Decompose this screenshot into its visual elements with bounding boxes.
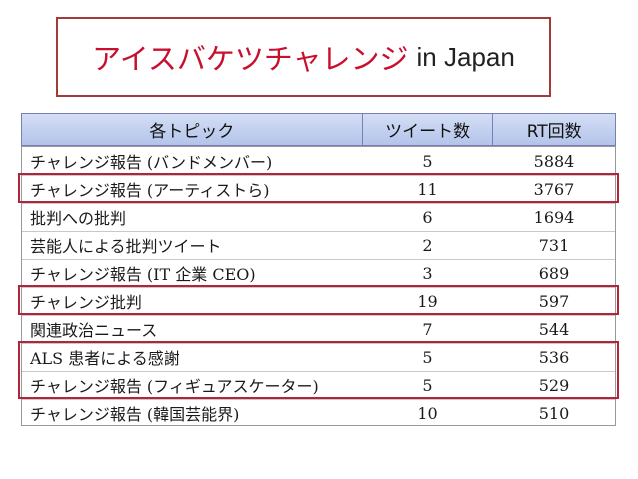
header-rt: RT回数 (492, 114, 615, 145)
cell-tweets: 7 (422, 319, 433, 339)
cell-rt: 1694 (533, 207, 575, 227)
cell-tweets: 3 (422, 263, 433, 283)
cell-rt: 529 (538, 375, 570, 395)
cell-topic: ALS 患者による感謝 (30, 349, 180, 368)
table-row: チャレンジ報告 (アーティストら) 11 3767 (22, 175, 615, 204)
header-tweets: ツイート数 (361, 114, 493, 145)
cell-rt: 689 (538, 263, 570, 283)
cell-topic: 批判への批判 (30, 209, 127, 228)
cell-tweets: 5 (422, 375, 433, 395)
table-row: チャレンジ報告 (IT 企業 CEO) 3 689 (22, 259, 615, 288)
cell-rt: 3767 (533, 179, 575, 199)
cell-topic: チャレンジ報告 (韓国芸能界) (30, 405, 240, 424)
table-row: 批判への批判 6 1694 (22, 203, 615, 232)
cell-tweets: 5 (422, 347, 433, 367)
cell-rt: 536 (538, 347, 570, 367)
table-row: 芸能人による批判ツイート 2 731 (22, 231, 615, 260)
cell-tweets: 19 (417, 291, 438, 311)
cell-tweets: 11 (417, 179, 438, 199)
cell-topic: チャレンジ報告 (IT 企業 CEO) (30, 265, 256, 284)
cell-rt: 510 (538, 403, 570, 423)
table-row: チャレンジ批判 19 597 (22, 287, 615, 316)
table-header: 各トピック ツイート数 RT回数 (21, 113, 616, 146)
title-box: アイスバケツチャレンジ in Japan (56, 17, 551, 97)
table-row: チャレンジ報告 (フィギュアスケーター) 5 529 (22, 371, 615, 400)
cell-rt: 597 (538, 291, 570, 311)
data-table: チャレンジ報告 (バンドメンバー) 5 5884 チャレンジ報告 (アーティスト… (21, 146, 616, 426)
cell-topic: 芸能人による批判ツイート (30, 237, 222, 256)
table-row: チャレンジ報告 (韓国芸能界) 10 510 (22, 399, 615, 427)
table-row: ALS 患者による感謝 5 536 (22, 343, 615, 372)
table-row: チャレンジ報告 (バンドメンバー) 5 5884 (22, 147, 615, 176)
slide-title: アイスバケツチャレンジ (92, 42, 409, 76)
cell-tweets: 6 (422, 207, 433, 227)
cell-tweets: 5 (422, 151, 433, 171)
cell-rt: 544 (538, 319, 570, 339)
slide-title-suffix: in Japan (416, 41, 515, 72)
cell-topic: チャレンジ批判 (30, 293, 142, 312)
cell-tweets: 10 (417, 403, 438, 423)
cell-rt: 731 (538, 235, 570, 255)
cell-rt: 5884 (533, 151, 575, 171)
cell-tweets: 2 (422, 235, 433, 255)
cell-topic: チャレンジ報告 (バンドメンバー) (30, 153, 273, 172)
header-topic: 各トピック (149, 122, 235, 142)
table-row: 関連政治ニュース 7 544 (22, 315, 615, 344)
cell-topic: 関連政治ニュース (30, 321, 158, 340)
cell-topic: チャレンジ報告 (アーティストら) (30, 181, 270, 200)
cell-topic: チャレンジ報告 (フィギュアスケーター) (30, 377, 319, 396)
